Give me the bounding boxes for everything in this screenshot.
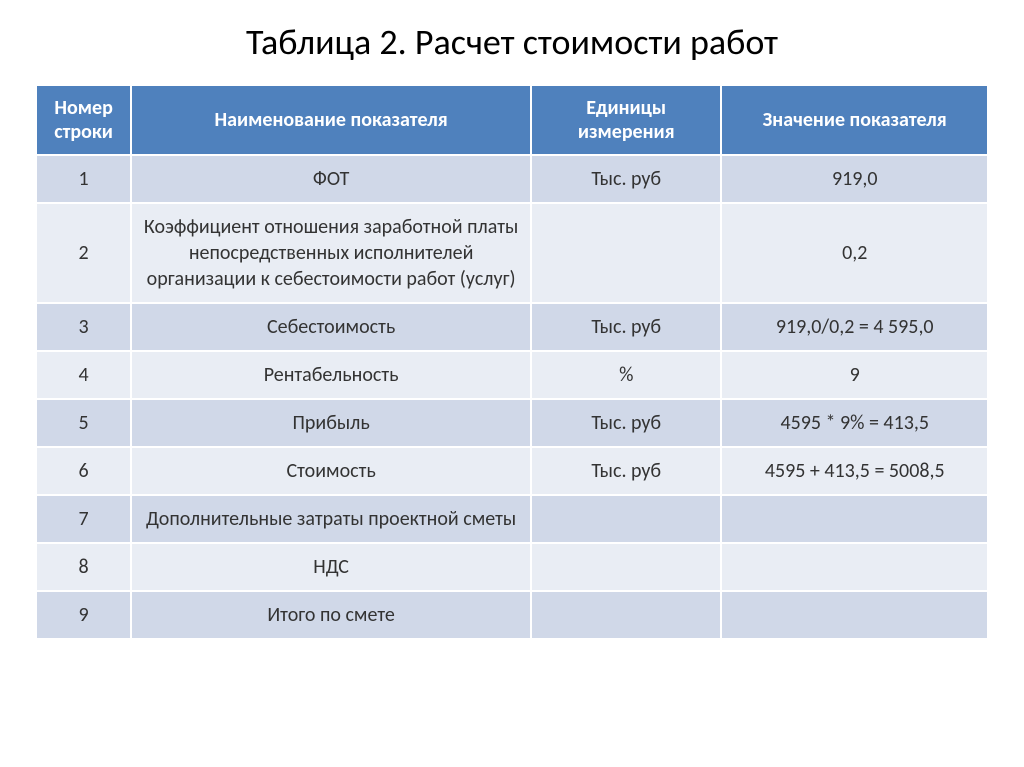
col-header-value: Значение показателя <box>721 85 988 155</box>
cell-num: 9 <box>36 591 131 639</box>
col-header-number: Номер строки <box>36 85 131 155</box>
cell-name: ФОТ <box>131 155 531 203</box>
cell-value: 4595 + 413,5 = 5008,5 <box>721 447 988 495</box>
cost-table: Номер строки Наименование показателя Еди… <box>35 84 989 640</box>
cell-name: Стоимость <box>131 447 531 495</box>
cell-name: Рентабельность <box>131 351 531 399</box>
cell-num: 3 <box>36 303 131 351</box>
table-row: 6 Стоимость Тыс. руб 4595 + 413,5 = 5008… <box>36 447 988 495</box>
cell-num: 6 <box>36 447 131 495</box>
cell-value <box>721 543 988 591</box>
cell-num: 2 <box>36 203 131 303</box>
cell-value: 0,2 <box>721 203 988 303</box>
cell-name: НДС <box>131 543 531 591</box>
cell-num: 8 <box>36 543 131 591</box>
cell-unit: % <box>531 351 721 399</box>
cell-value: 9 <box>721 351 988 399</box>
cell-unit <box>531 543 721 591</box>
table-row: 3 Себестоимость Тыс. руб 919,0/0,2 = 4 5… <box>36 303 988 351</box>
cell-unit: Тыс. руб <box>531 447 721 495</box>
col-header-unit: Единицы измерения <box>531 85 721 155</box>
table-row: 9 Итого по смете <box>36 591 988 639</box>
table-row: 2 Коэффициент отношения заработной платы… <box>36 203 988 303</box>
cell-num: 1 <box>36 155 131 203</box>
cell-name: Дополнительные затраты проектной сметы <box>131 495 531 543</box>
table-row: 7 Дополнительные затраты проектной сметы <box>36 495 988 543</box>
cell-name: Себестоимость <box>131 303 531 351</box>
cell-value: 919,0/0,2 = 4 595,0 <box>721 303 988 351</box>
table-row: 1 ФОТ Тыс. руб 919,0 <box>36 155 988 203</box>
cell-name: Итого по смете <box>131 591 531 639</box>
cell-num: 5 <box>36 399 131 447</box>
cell-unit: Тыс. руб <box>531 155 721 203</box>
cell-value: 4595 * 9% = 413,5 <box>721 399 988 447</box>
cell-value <box>721 495 988 543</box>
cell-value <box>721 591 988 639</box>
cell-num: 7 <box>36 495 131 543</box>
cell-unit <box>531 495 721 543</box>
table-row: 5 Прибыль Тыс. руб 4595 * 9% = 413,5 <box>36 399 988 447</box>
cell-unit: Тыс. руб <box>531 399 721 447</box>
cell-name: Коэффициент отношения заработной платы н… <box>131 203 531 303</box>
cell-unit <box>531 203 721 303</box>
table-header-row: Номер строки Наименование показателя Еди… <box>36 85 988 155</box>
cell-value: 919,0 <box>721 155 988 203</box>
table-row: 4 Рентабельность % 9 <box>36 351 988 399</box>
cell-name: Прибыль <box>131 399 531 447</box>
cell-num: 4 <box>36 351 131 399</box>
table-row: 8 НДС <box>36 543 988 591</box>
page-title: Таблица 2. Расчет стоимости работ <box>35 20 989 64</box>
cell-unit <box>531 591 721 639</box>
cell-unit: Тыс. руб <box>531 303 721 351</box>
col-header-name: Наименование показателя <box>131 85 531 155</box>
